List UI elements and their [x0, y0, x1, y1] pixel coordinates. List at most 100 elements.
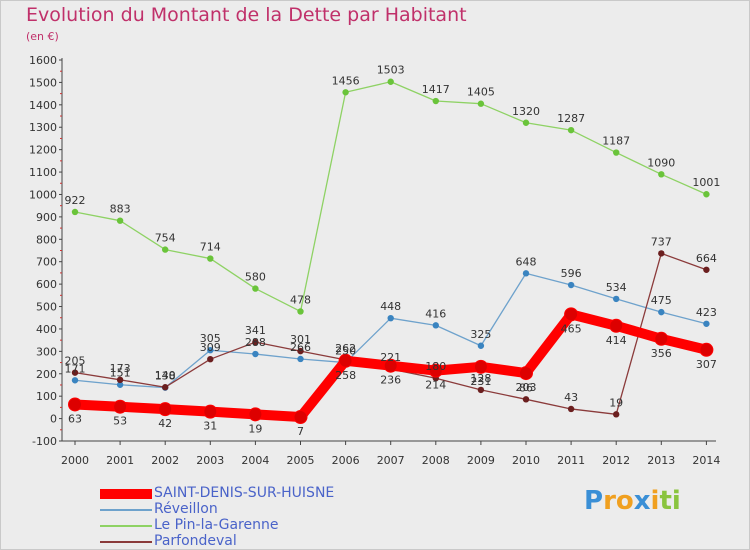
data-label: 86	[519, 381, 533, 394]
y-tick-label: 800	[36, 233, 57, 246]
data-label: 203	[516, 381, 537, 394]
data-label: 309	[200, 341, 221, 354]
data-point	[567, 405, 575, 413]
data-point	[473, 359, 488, 374]
data-point	[158, 402, 173, 417]
data-label: 356	[651, 347, 672, 360]
data-label: 138	[155, 370, 176, 383]
y-tick-label: 0	[50, 413, 57, 426]
data-point	[297, 347, 304, 355]
data-point	[252, 350, 259, 358]
data-label: 1001	[692, 176, 720, 189]
legend-swatch-le-pin	[100, 525, 152, 527]
data-label: 414	[606, 334, 627, 347]
data-point	[522, 270, 530, 277]
x-tick-label: 2011	[557, 454, 585, 467]
data-point	[293, 410, 308, 425]
data-label: 258	[335, 369, 356, 382]
data-label: 288	[245, 336, 266, 349]
data-label: 266	[290, 341, 311, 354]
data-label: 7	[297, 425, 304, 438]
y-tick-label: 400	[36, 323, 57, 336]
proxiti-logo: Proxiti	[584, 486, 681, 516]
legend-swatch-saint-denis	[100, 489, 152, 499]
data-point	[383, 358, 398, 373]
series-0	[68, 307, 714, 425]
data-point	[567, 281, 575, 289]
y-tick-label: -100	[32, 435, 57, 448]
data-label: 341	[245, 324, 266, 337]
x-tick-label: 2007	[377, 454, 405, 467]
data-point	[252, 285, 259, 292]
data-label: 664	[696, 252, 717, 265]
legend-swatch-parfondeval	[100, 541, 152, 543]
data-label: 648	[516, 255, 537, 268]
data-point	[116, 381, 124, 388]
logo-letter: t	[659, 486, 672, 516]
logo-letter: i	[671, 486, 681, 516]
data-label: 596	[561, 267, 582, 280]
data-label: 754	[155, 232, 176, 245]
data-label: 1456	[332, 74, 360, 87]
data-label: 416	[425, 307, 446, 320]
data-label: 534	[606, 281, 627, 294]
data-label: 580	[245, 271, 266, 284]
logo-letter: i	[650, 486, 660, 516]
y-tick-label: 900	[36, 211, 57, 224]
data-point	[342, 89, 349, 96]
data-point	[477, 386, 485, 394]
data-label: 448	[380, 300, 401, 313]
logo-letter: P	[584, 486, 604, 516]
y-tick-label: 1200	[29, 144, 57, 157]
data-point	[387, 314, 394, 322]
y-tick-label: 1300	[29, 121, 57, 134]
series-2	[71, 78, 710, 315]
data-label: 305	[200, 332, 221, 345]
data-point	[564, 307, 579, 322]
x-tick-label: 2008	[422, 454, 450, 467]
data-label: 1320	[512, 105, 540, 118]
data-point	[522, 396, 530, 403]
series-1	[71, 270, 710, 391]
data-label: 325	[470, 328, 491, 341]
data-point	[116, 217, 124, 224]
data-label: 236	[380, 374, 401, 387]
data-point	[203, 404, 218, 419]
data-point	[522, 119, 530, 126]
data-label: 173	[110, 362, 131, 375]
data-label: 42	[158, 417, 172, 430]
data-label: 714	[200, 241, 221, 254]
y-tick-label: 1500	[29, 76, 57, 89]
y-tick-label: 600	[36, 278, 57, 291]
data-point	[297, 355, 304, 363]
data-point	[207, 355, 214, 363]
data-label: 1187	[602, 135, 630, 148]
x-tick-label: 2006	[332, 454, 360, 467]
data-label: 151	[110, 367, 131, 380]
data-label: 19	[248, 422, 262, 435]
series-line	[74, 81, 708, 313]
data-point	[703, 266, 710, 273]
data-point	[116, 376, 124, 384]
data-point	[567, 126, 575, 134]
data-point	[477, 342, 485, 349]
data-point	[703, 320, 710, 327]
data-point	[68, 397, 82, 412]
data-label: 307	[696, 358, 717, 371]
y-tick-label: 1100	[29, 166, 57, 179]
data-point	[613, 295, 620, 303]
data-label: 180	[425, 360, 446, 373]
data-point	[162, 246, 169, 253]
data-label: 1405	[467, 86, 495, 99]
data-label: 250	[335, 345, 356, 358]
data-point	[207, 347, 214, 354]
data-label: 231	[470, 375, 491, 388]
data-point	[252, 338, 259, 346]
x-tick-label: 2013	[647, 454, 675, 467]
data-point	[432, 97, 439, 105]
data-label: 465	[561, 322, 582, 335]
data-label: 63	[68, 412, 82, 425]
x-tick-label: 2000	[61, 454, 89, 467]
data-label: 43	[564, 391, 578, 404]
data-point	[703, 191, 710, 198]
